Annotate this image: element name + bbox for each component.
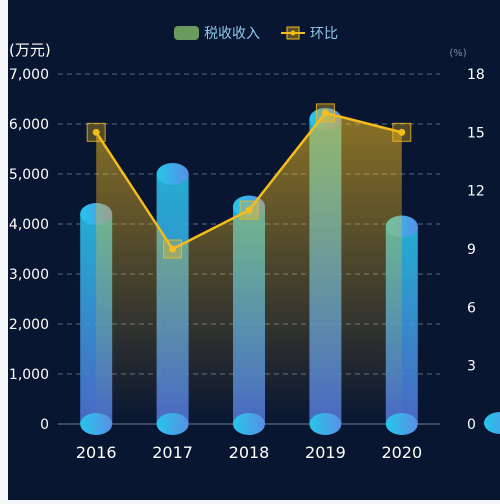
line-point (163, 239, 183, 259)
left-tick-label: 5,000 (9, 167, 49, 183)
x-tick-label: 2017 (152, 443, 193, 462)
right-tick-label: 9 (467, 242, 476, 258)
right-tick-label: 6 (467, 300, 476, 316)
x-tick-label: 2019 (305, 443, 346, 462)
right-tick-label: 15 (467, 125, 485, 141)
right-tick-label: 3 (467, 359, 476, 375)
x-tick-label: 2016 (76, 443, 117, 462)
right-axis-title: (%) (449, 48, 466, 59)
line-point (315, 103, 335, 123)
legend-swatch-dot (290, 30, 296, 36)
left-tick-label: 0 (40, 417, 49, 433)
left-tick-label: 4,000 (9, 217, 49, 233)
bar-top-cap (156, 163, 189, 185)
right-tick-label: 18 (467, 67, 485, 83)
left-tick-label: 1,000 (9, 367, 49, 383)
left-tick-label: 2,000 (9, 317, 49, 333)
legend-swatch-bar (174, 26, 199, 40)
x-tick-label: 2020 (381, 443, 422, 462)
line-point (86, 122, 106, 142)
left-tick-label: 3,000 (9, 267, 49, 283)
line-point (239, 200, 259, 220)
left-tick-label: 6,000 (9, 117, 49, 133)
line-area (96, 112, 402, 424)
right-tick-label: 12 (467, 184, 485, 200)
legend-label-bar: 税收收入 (204, 26, 260, 42)
legend-label-line: 环比 (310, 26, 338, 42)
line-point-dot (321, 109, 329, 117)
left-axis-title: (万元) (9, 41, 51, 59)
line-point (392, 122, 412, 142)
decorative-cap (484, 412, 500, 434)
line-point-dot (245, 206, 253, 214)
x-tick-label: 2018 (229, 443, 270, 462)
line-point-dot (92, 128, 100, 136)
line-point-dot (169, 245, 177, 253)
legend: 税收收入 环比 (174, 26, 338, 42)
line-point-dot (398, 128, 406, 136)
left-tick-label: 7,000 (9, 67, 49, 83)
right-tick-label: 0 (467, 417, 476, 433)
